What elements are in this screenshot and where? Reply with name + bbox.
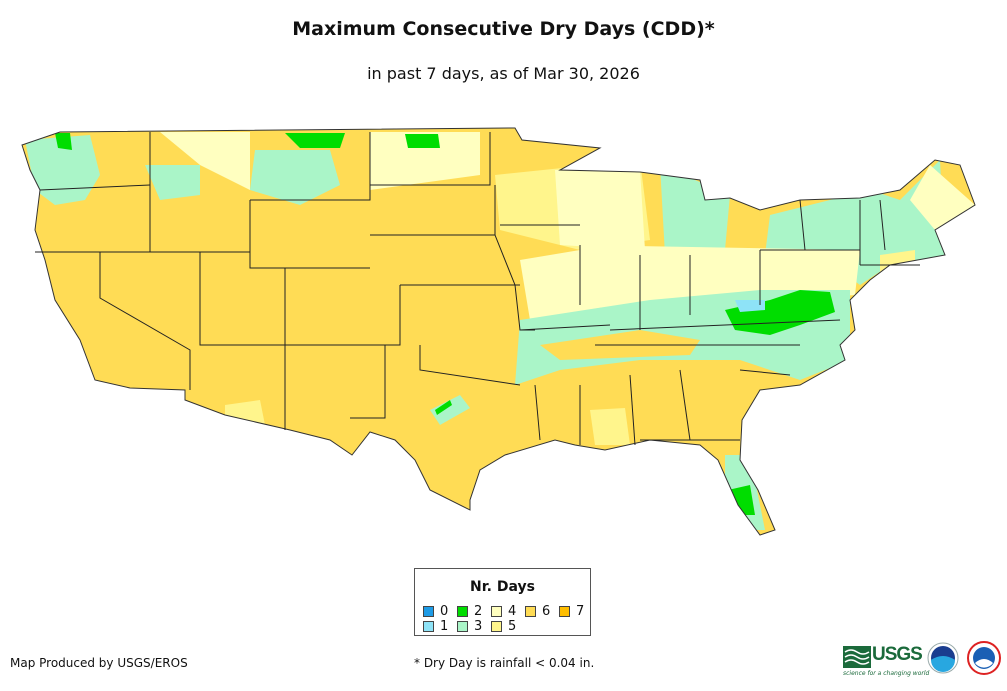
- legend-swatch-0: [423, 606, 434, 617]
- nws-logo-icon: [967, 641, 1001, 675]
- cdd-map: [21, 127, 976, 536]
- legend-title: Nr. Days: [470, 579, 535, 595]
- legend-item-4: 4: [491, 604, 516, 619]
- legend-item-0: 0: [423, 604, 448, 619]
- legend-swatch-1: [423, 621, 434, 632]
- category-overlays: [25, 132, 975, 530]
- legend-item-3: 3: [457, 619, 482, 634]
- noaa-logo-icon: [927, 642, 959, 674]
- legend-label-5: 5: [508, 619, 517, 634]
- usgs-tagline: science for a changing world: [843, 670, 930, 677]
- legend-swatch-4: [491, 606, 502, 617]
- legend: Nr. Days 0 2 4 6 7 1 3 5: [414, 568, 591, 636]
- legend-label-1: 1: [440, 619, 449, 634]
- legend-label-4: 4: [508, 604, 517, 619]
- legend-item-6: 6: [525, 604, 550, 619]
- legend-item-7: 7: [559, 604, 584, 619]
- usgs-wave-icon: [843, 646, 871, 668]
- agency-logos: USGS science for a changing world: [843, 640, 1007, 680]
- legend-label-7: 7: [576, 604, 585, 619]
- map-title: Maximum Consecutive Dry Days (CDD)*: [292, 18, 715, 40]
- legend-swatch-2: [457, 606, 468, 617]
- state-boundaries: [35, 132, 920, 446]
- legend-swatch-7: [559, 606, 570, 617]
- dry-day-footnote: * Dry Day is rainfall < 0.04 in.: [414, 656, 595, 670]
- legend-label-6: 6: [542, 604, 551, 619]
- legend-label-3: 3: [474, 619, 483, 634]
- usgs-wordmark: USGS: [872, 644, 923, 665]
- legend-item-2: 2: [457, 604, 482, 619]
- legend-swatch-3: [457, 621, 468, 632]
- legend-label-2: 2: [474, 604, 483, 619]
- map-subtitle: in past 7 days, as of Mar 30, 2026: [367, 64, 640, 83]
- map-credit: Map Produced by USGS/EROS: [10, 656, 188, 670]
- legend-item-1: 1: [423, 619, 448, 634]
- legend-label-0: 0: [440, 604, 449, 619]
- legend-item-5: 5: [491, 619, 516, 634]
- legend-swatch-5: [491, 621, 502, 632]
- legend-swatch-6: [525, 606, 536, 617]
